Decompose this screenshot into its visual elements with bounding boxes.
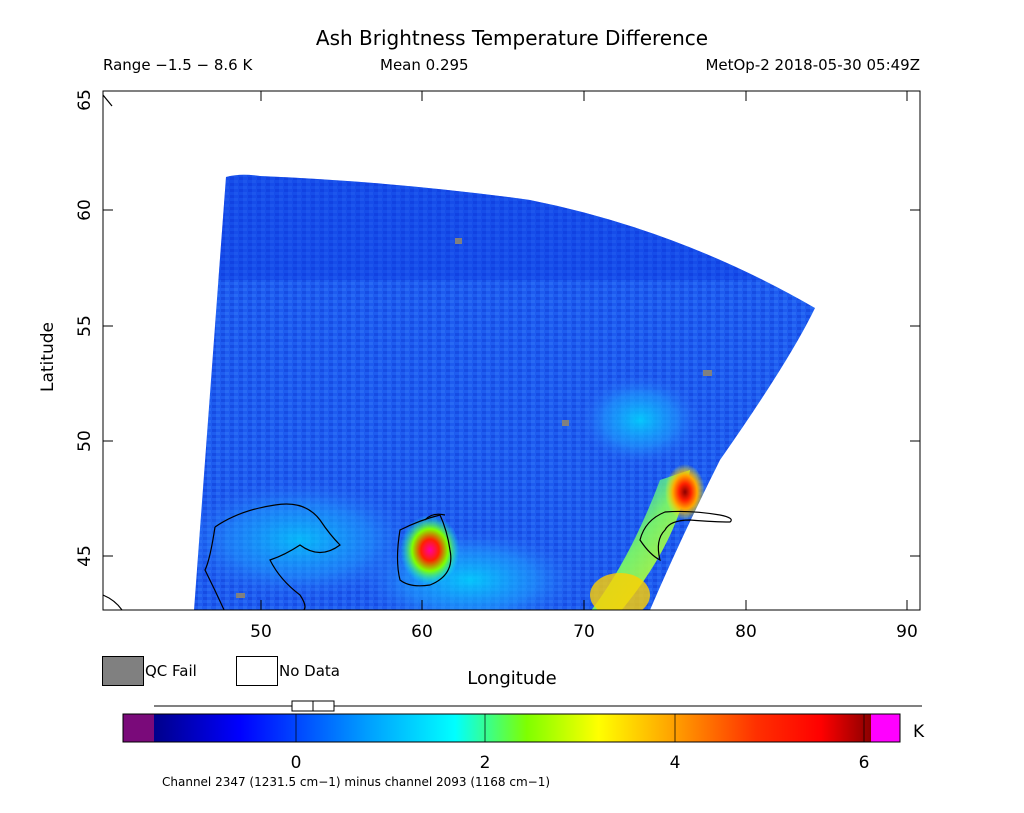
x-tick-label-60: 60 <box>411 622 433 642</box>
x-tick-label-70: 70 <box>573 622 595 642</box>
x-axis-label: Longitude <box>467 668 557 689</box>
colorbar-tick-0: 0 <box>291 753 302 773</box>
mean-text: Mean 0.295 <box>380 56 469 74</box>
y-tick-label-50: 50 <box>75 430 95 452</box>
x-tick-label-90: 90 <box>896 622 918 642</box>
y-ticks <box>103 90 920 557</box>
colorbar-tick-6: 6 <box>859 753 870 773</box>
colorbar-gradient <box>154 714 871 742</box>
y-tick-label-60: 60 <box>75 199 95 221</box>
plot-frame <box>102 90 921 611</box>
no-data-label: No Data <box>279 662 340 680</box>
x-tick-label-50: 50 <box>250 622 272 642</box>
colorbar-tick-4: 4 <box>670 753 681 773</box>
no-data-swatch <box>236 656 278 686</box>
colorbar-under-swatch <box>123 714 154 742</box>
x-ticks <box>260 91 908 610</box>
colorbar-frame <box>122 713 901 743</box>
hotspot-aral <box>400 515 460 585</box>
qc-fail-swatch <box>102 656 144 686</box>
colorbar-caption: Channel 2347 (1231.5 cm−1) minus channel… <box>162 775 550 789</box>
swath-data <box>103 94 815 610</box>
y-tick-label-55: 55 <box>75 315 95 337</box>
satellite-time-text: MetOp-2 2018-05-30 05:49Z <box>705 56 920 74</box>
plot-title: Ash Brightness Temperature Difference <box>315 26 709 50</box>
qc-fail-label: QC Fail <box>145 662 197 680</box>
colorbar-unit: K <box>913 722 925 742</box>
colorbar-over-swatch <box>871 714 900 742</box>
y-tick-label-65: 65 <box>75 89 95 111</box>
colorbar-tick-2: 2 <box>480 753 491 773</box>
x-tick-label-80: 80 <box>735 622 757 642</box>
hotspot-balkhash <box>665 464 705 520</box>
range-text: Range −1.5 − 8.6 K <box>103 56 253 74</box>
y-tick-label-45: 45 <box>75 545 95 567</box>
